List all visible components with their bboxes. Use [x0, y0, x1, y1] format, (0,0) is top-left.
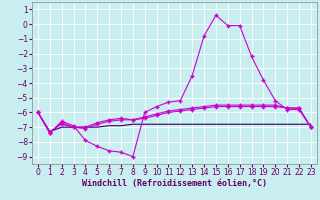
X-axis label: Windchill (Refroidissement éolien,°C): Windchill (Refroidissement éolien,°C): [82, 179, 267, 188]
